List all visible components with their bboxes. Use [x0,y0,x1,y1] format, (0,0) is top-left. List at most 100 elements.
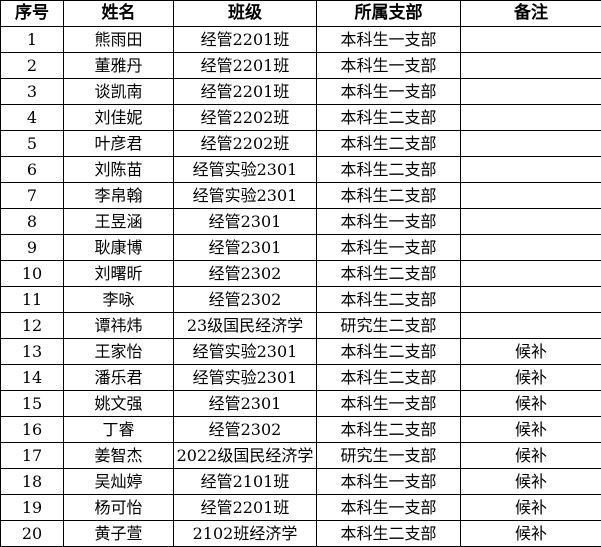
cell-class: 经管2101班 [174,469,317,495]
cell-note: 候补 [461,495,601,521]
cell-index: 10 [1,261,64,287]
cell-class: 经管2201班 [174,53,317,79]
cell-note [461,261,601,287]
cell-name: 李咏 [64,287,174,313]
cell-note: 候补 [461,443,601,469]
cell-name: 黄子萱 [64,521,174,547]
cell-index: 11 [1,287,64,313]
cell-class: 经管实验2301 [174,365,317,391]
cell-note [461,157,601,183]
cell-name: 王昱涵 [64,209,174,235]
cell-name: 潘乐君 [64,365,174,391]
cell-name: 谈凯南 [64,79,174,105]
cell-branch: 本科生一支部 [317,469,461,495]
cell-note [461,27,601,53]
cell-class: 经管实验2301 [174,339,317,365]
cell-note [461,183,601,209]
cell-name: 谭祎炜 [64,313,174,339]
cell-class: 2102班经济学 [174,521,317,547]
cell-name: 姚文强 [64,391,174,417]
cell-note: 候补 [461,391,601,417]
cell-branch: 本科生二支部 [317,287,461,313]
cell-branch: 本科生一支部 [317,391,461,417]
cell-class: 经管实验2301 [174,183,317,209]
header-name: 姓名 [64,1,174,27]
cell-index: 9 [1,235,64,261]
cell-note: 候补 [461,417,601,443]
cell-branch: 本科生二支部 [317,131,461,157]
cell-class: 经管2302 [174,261,317,287]
cell-note [461,131,601,157]
cell-name: 刘佳妮 [64,105,174,131]
cell-note: 候补 [461,521,601,547]
cell-branch: 本科生一支部 [317,79,461,105]
cell-note [461,287,601,313]
header-note: 备注 [461,1,601,27]
cell-index: 4 [1,105,64,131]
cell-name: 刘曙昕 [64,261,174,287]
cell-class: 经管2201班 [174,79,317,105]
cell-index: 19 [1,495,64,521]
cell-note [461,235,601,261]
cell-index: 7 [1,183,64,209]
cell-class: 经管2301 [174,235,317,261]
cell-branch: 本科生一支部 [317,53,461,79]
cell-branch: 本科生二支部 [317,521,461,547]
cell-note [461,53,601,79]
cell-name: 熊雨田 [64,27,174,53]
header-class: 班级 [174,1,317,27]
cell-class: 经管2202班 [174,131,317,157]
cell-name: 刘陈苗 [64,157,174,183]
cell-note: 候补 [461,339,601,365]
cell-branch: 本科生一支部 [317,495,461,521]
cell-index: 17 [1,443,64,469]
cell-class: 23级国民经济学 [174,313,317,339]
cell-index: 20 [1,521,64,547]
cell-note [461,79,601,105]
cell-class: 经管2302 [174,417,317,443]
cell-class: 经管2301 [174,209,317,235]
cell-name: 李帛翰 [64,183,174,209]
cell-branch: 本科生二支部 [317,105,461,131]
cell-index: 2 [1,53,64,79]
cell-index: 12 [1,313,64,339]
header-index: 序号 [1,1,64,27]
cell-branch: 本科生二支部 [317,261,461,287]
cell-note [461,105,601,131]
cell-branch: 本科生二支部 [317,417,461,443]
cell-index: 18 [1,469,64,495]
cell-index: 3 [1,79,64,105]
cell-name: 董雅丹 [64,53,174,79]
header-row: 序号 姓名 班级 所属支部 备注 [1,1,601,27]
cell-note: 候补 [461,469,601,495]
cell-index: 8 [1,209,64,235]
cell-note: 候补 [461,365,601,391]
cell-index: 15 [1,391,64,417]
cell-branch: 本科生二支部 [317,339,461,365]
cell-branch: 本科生二支部 [317,183,461,209]
cell-class: 经管2302 [174,287,317,313]
cell-class: 经管2201班 [174,27,317,53]
cell-name: 丁睿 [64,417,174,443]
cell-note [461,209,601,235]
cell-class: 经管实验2301 [174,157,317,183]
cell-branch: 研究生二支部 [317,313,461,339]
cell-branch: 本科生二支部 [317,157,461,183]
